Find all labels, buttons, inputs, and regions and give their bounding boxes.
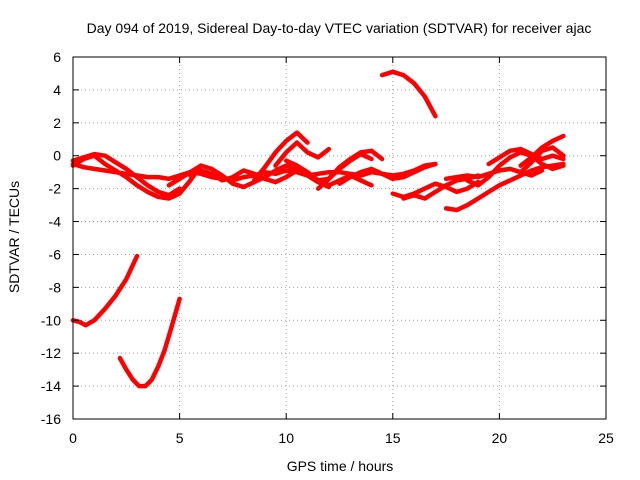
y-tick-label: -2 — [49, 181, 62, 197]
y-tick-label: 2 — [53, 115, 61, 131]
series-line-trace-10 — [337, 161, 438, 186]
x-tick-label: 0 — [69, 430, 77, 446]
series-line-trace-21 — [117, 296, 182, 389]
series-line-trace-5 — [188, 168, 374, 188]
chart-title: Day 094 of 2019, Sidereal Day-to-day VTE… — [87, 20, 592, 36]
series-line-trace-9 — [315, 148, 385, 191]
y-tick-label: 0 — [53, 148, 61, 164]
y-axis-ticks: -16 -14 -12 -10 -8 -6 -4 -2 0 2 4 6 — [41, 49, 606, 427]
x-axis-ticks: 0 5 10 15 20 25 — [69, 57, 614, 446]
x-tick-label: 15 — [385, 430, 401, 446]
series-line-trace-7 — [273, 140, 332, 168]
data-series — [70, 69, 566, 389]
y-tick-label: -12 — [41, 345, 61, 361]
y-axis-label: SDTVAR / TECUs — [6, 181, 22, 293]
y-tick-label: -8 — [49, 279, 62, 295]
series-line-trace-3 — [70, 153, 204, 201]
x-tick-label: 10 — [278, 430, 294, 446]
grid-lines — [73, 57, 606, 419]
series-line-trace-18 — [518, 133, 566, 168]
series-line-trace-11 — [379, 69, 438, 119]
y-tick-label: -16 — [41, 411, 61, 427]
y-tick-label: -6 — [49, 246, 62, 262]
y-tick-label: -14 — [41, 378, 61, 394]
y-tick-label: 4 — [53, 82, 61, 98]
series-line-trace-16 — [465, 150, 566, 188]
y-tick-label: -4 — [49, 214, 62, 230]
x-tick-label: 20 — [492, 430, 508, 446]
y-tick-label: -10 — [41, 312, 61, 328]
plot-frame — [72, 56, 607, 420]
series-line-trace-19 — [518, 145, 566, 175]
series-line-trace-17 — [486, 146, 566, 167]
x-axis-label: GPS time / hours — [287, 458, 394, 474]
x-tick-label: 5 — [176, 430, 184, 446]
series-line-trace-20 — [70, 253, 140, 328]
y-tick-label: 6 — [53, 49, 61, 65]
x-tick-label: 25 — [598, 430, 614, 446]
series-line-trace-6 — [251, 130, 310, 183]
